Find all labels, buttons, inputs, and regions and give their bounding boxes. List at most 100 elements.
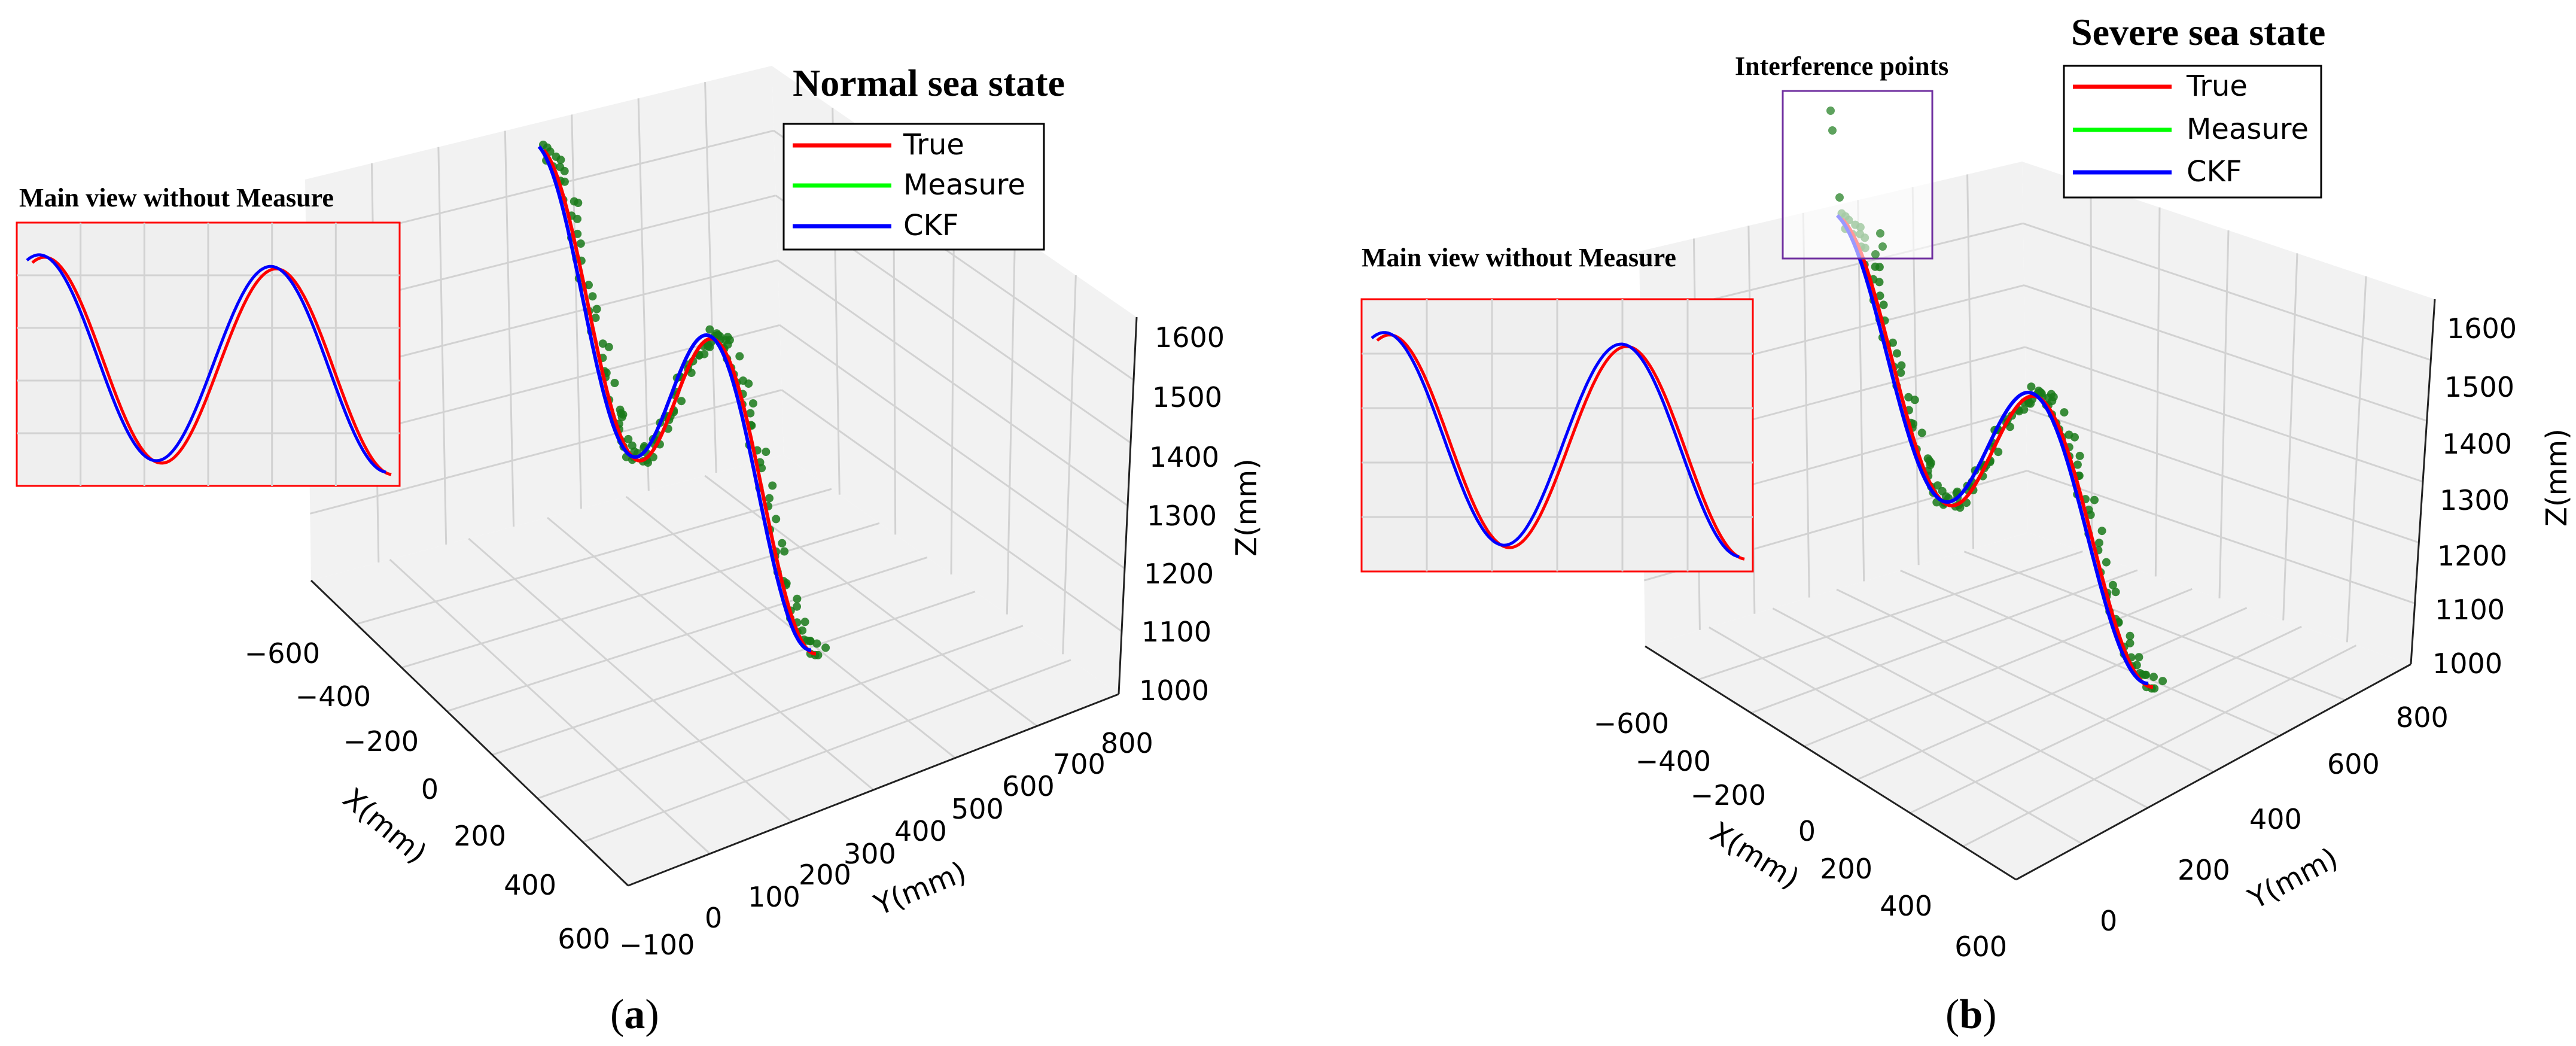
- y-tick-label: 700: [1053, 748, 1106, 780]
- z-tick-label: 1100: [2435, 594, 2505, 626]
- measure-point: [723, 340, 732, 349]
- panel-b-inset-title: Main view without Measure: [1362, 243, 1676, 272]
- panel-a-z-ticks: 1600 1500 1400 1300 1200 1100 1000: [1139, 321, 1225, 707]
- panel-b-inset-curves: [1371, 331, 1745, 561]
- panel-a-floor-pane: [311, 455, 1119, 886]
- grid-line: [2024, 346, 2423, 483]
- y-tick-label: 800: [2396, 701, 2449, 734]
- measure-point: [780, 547, 789, 556]
- grid-line: [537, 625, 1024, 799]
- measure-point: [1994, 448, 2003, 457]
- panel-b-legend: True Measure CKF: [2063, 65, 2322, 199]
- grid-line: [309, 389, 782, 515]
- measure-point: [604, 342, 613, 351]
- z-tick-label: 1500: [2444, 371, 2514, 403]
- measure-point: [556, 156, 565, 165]
- measure-point: [765, 494, 774, 503]
- grid-line: [1750, 569, 2138, 714]
- inset-ckf-line: [26, 253, 386, 474]
- measure-point: [2070, 433, 2079, 442]
- legend-ckf-label: CKF: [903, 209, 959, 242]
- z-tick-label: 1400: [1149, 441, 1219, 473]
- measure-point: [576, 239, 585, 248]
- measure-point: [2027, 382, 2036, 391]
- z-tick-label: 1200: [1144, 558, 1214, 590]
- y-tick-label: 0: [2100, 905, 2117, 937]
- x-tick-label: −600: [245, 637, 320, 670]
- measure-point: [772, 515, 781, 524]
- grid-line: [1804, 588, 2193, 747]
- panel-a-inset-grid: [17, 223, 400, 486]
- panel-b-title: Severe sea state: [2071, 11, 2325, 53]
- measure-point: [2149, 673, 2158, 682]
- measure-point: [584, 281, 593, 290]
- legend-measure-label: Measure: [903, 168, 1025, 202]
- grid-line: [1910, 625, 2302, 814]
- interference-point: [1828, 126, 1837, 135]
- measure-point: [1941, 492, 1950, 501]
- grid-line: [704, 475, 1038, 727]
- measure-point: [705, 325, 714, 334]
- panel-b-inset: [1360, 298, 1754, 573]
- panel-a-z-axis-line: [1118, 317, 1138, 695]
- measure-point: [2108, 580, 2117, 589]
- panel-a-curves: [537, 141, 830, 659]
- inset-ckf-line: [1371, 331, 1740, 558]
- panel-b: 1600 1500 1400 1300 1200 1100 1000 Z(mm)…: [1360, 11, 2574, 1038]
- z-tick-label: 1500: [1152, 381, 1222, 413]
- grid-line: [2023, 222, 2431, 361]
- panel-b-y-ticks: 0 200 400 600 800: [2100, 701, 2449, 937]
- grid-line: [468, 537, 793, 823]
- x-tick-label: 600: [558, 923, 610, 955]
- z-tick-label: 1300: [2440, 484, 2510, 516]
- measure-point: [2060, 408, 2069, 417]
- panel-a-inset-title: Main view without Measure: [19, 183, 334, 212]
- grid-line: [2026, 408, 2419, 544]
- z-tick-label: 1600: [1155, 321, 1225, 354]
- measure-point: [1933, 481, 1942, 490]
- grid-line: [779, 324, 1125, 570]
- measure-point: [2097, 527, 2106, 536]
- y-tick-label: 400: [2249, 803, 2302, 835]
- measure-point: [573, 214, 581, 223]
- interference-point: [1871, 250, 1880, 259]
- measure-point: [746, 409, 755, 418]
- interference-point: [1878, 242, 1887, 251]
- measure-point: [812, 639, 821, 648]
- measure-point: [687, 369, 696, 377]
- panel-a-caption-letter: a: [624, 992, 645, 1038]
- panel-b-x-axis-line: [1645, 645, 2017, 881]
- measure-point: [616, 409, 625, 418]
- grid-line: [446, 557, 928, 712]
- panel-b-interference-label: Interference points: [1735, 51, 1948, 81]
- legend-true-label: True: [903, 128, 964, 162]
- measure-point: [821, 643, 830, 652]
- grid-line: [1772, 607, 2148, 809]
- grid-line: [356, 488, 832, 625]
- legend-measure-label: Measure: [2187, 112, 2309, 146]
- measure-point: [1892, 349, 1901, 358]
- measure-point: [592, 305, 601, 314]
- y-tick-label: 300: [844, 838, 896, 870]
- measure-point: [2048, 397, 2057, 405]
- measure-point: [2158, 677, 2167, 686]
- y-tick-label: 500: [951, 793, 1004, 825]
- measure-point: [574, 199, 583, 207]
- measure-point: [744, 379, 753, 388]
- grid-line: [1963, 551, 2346, 701]
- panel-b-caption: (b): [1945, 992, 1997, 1038]
- grid-line: [1698, 551, 2083, 681]
- x-tick-label: 0: [1798, 815, 1816, 847]
- panel-b-right-pane: [2022, 162, 2435, 664]
- legend-true-label: True: [2186, 69, 2248, 103]
- x-tick-label: 400: [1880, 890, 1932, 922]
- measure-point: [610, 379, 619, 387]
- measure-point: [2111, 588, 2120, 597]
- measure-point: [2073, 460, 2082, 469]
- measure-point: [1910, 396, 1919, 405]
- y-tick-label: 0: [705, 902, 722, 934]
- measure-point: [1896, 368, 1905, 377]
- measure-point: [768, 481, 777, 490]
- panel-a-inset-curves: [26, 253, 392, 476]
